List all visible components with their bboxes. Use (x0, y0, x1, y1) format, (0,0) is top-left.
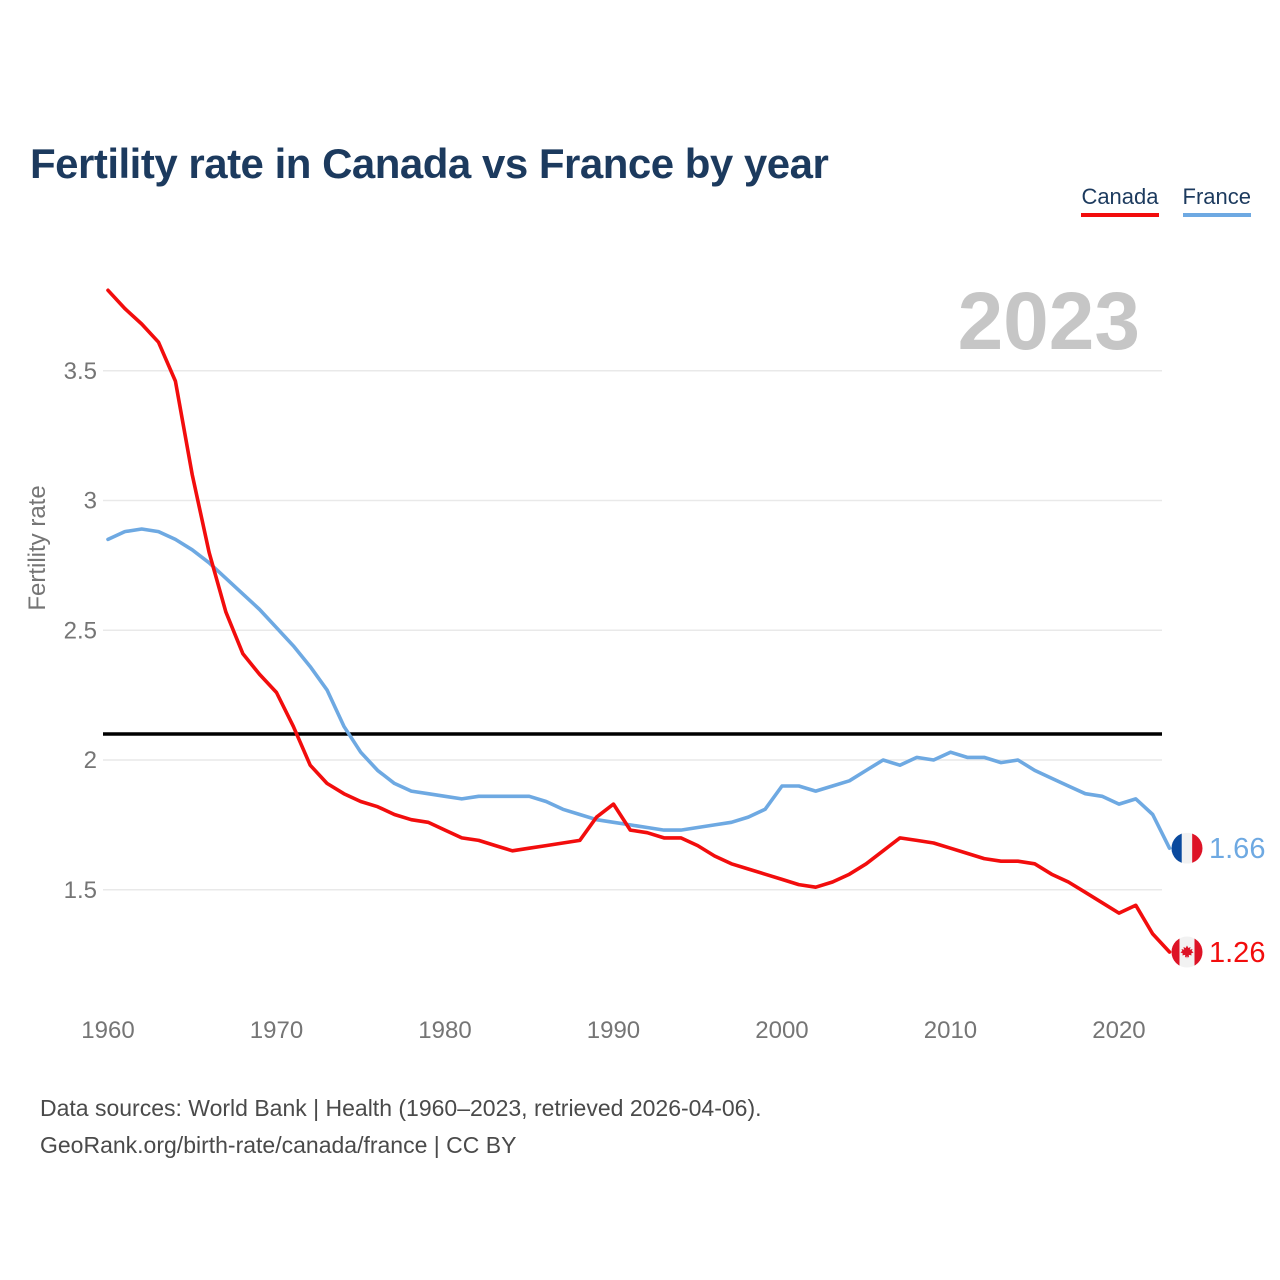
legend-item-france: France (1182, 184, 1251, 218)
x-axis-tick-label: 1970 (250, 1017, 303, 1044)
footer-attribution-line: GeoRank.org/birth-rate/canada/france | C… (40, 1132, 517, 1158)
y-axis-tick-label: 3 (84, 488, 97, 515)
canada-end-value: 1.26 (1209, 937, 1265, 969)
legend-item-canada: Canada (1081, 184, 1159, 218)
footer-sources-line: Data sources: World Bank | Health (1960–… (40, 1095, 762, 1121)
page-title: Fertility rate in Canada vs France by ye… (30, 140, 829, 188)
x-axis-tick-label: 1990 (587, 1017, 640, 1044)
y-axis-title: Fertility rate (24, 485, 51, 610)
canada-line (106, 288, 1172, 954)
x-axis-tick-label: 1960 (81, 1017, 134, 1044)
x-axis-tick-label: 2020 (1092, 1017, 1145, 1044)
y-axis-tick-label: 2 (84, 747, 97, 774)
footer: Data sources: World Bank | Health (1960–… (40, 1090, 762, 1164)
y-axis-tick-label: 2.5 (64, 617, 97, 644)
france-flag-icon (1171, 832, 1203, 864)
year-watermark: 2023 (958, 276, 1140, 367)
y-axis-tick-label: 1.5 (64, 877, 97, 904)
x-axis-tick-label: 1980 (418, 1017, 471, 1044)
x-axis-tick-label: 2000 (755, 1017, 808, 1044)
x-axis-tick-label: 2010 (924, 1017, 977, 1044)
legend-label-canada: Canada (1081, 184, 1159, 209)
canada-flag-icon (1171, 936, 1203, 968)
legend: Canada France (1081, 184, 1251, 218)
y-axis-tick-label: 3.5 (64, 358, 97, 385)
legend-label-france: France (1182, 184, 1251, 209)
france-end-value: 1.66 (1209, 833, 1265, 865)
france-line (106, 527, 1172, 851)
